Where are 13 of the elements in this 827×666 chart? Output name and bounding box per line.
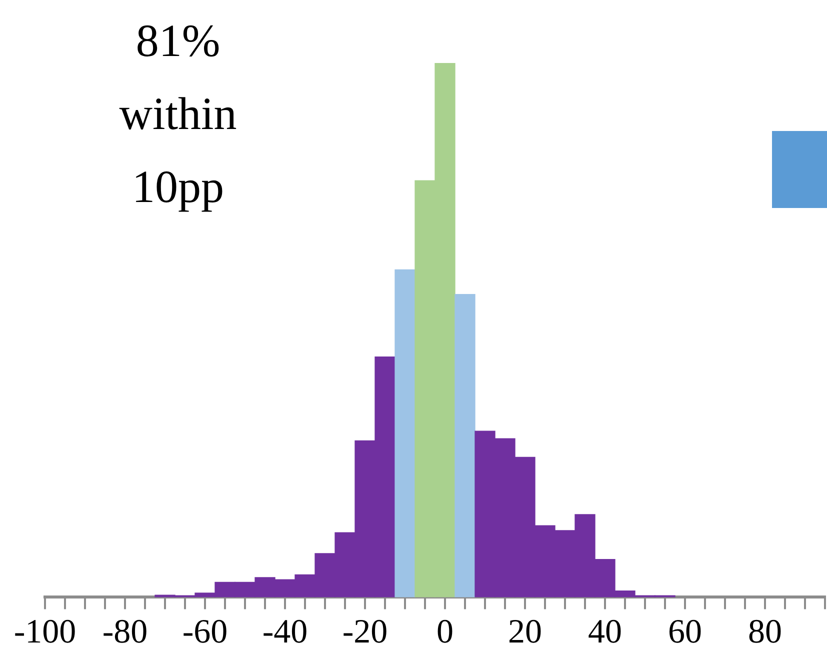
x-tick-label: 0	[436, 614, 454, 651]
x-tick-label: 40	[588, 614, 622, 651]
x-tick-label: 80	[748, 614, 782, 651]
annotation: 81% within 10pp	[119, 15, 237, 212]
x-tick-label: -40	[262, 614, 308, 651]
x-tick-label: 20	[508, 614, 542, 651]
x-tick-label: -20	[342, 614, 388, 651]
x-tick-label: -80	[102, 614, 148, 651]
bar	[454, 294, 476, 598]
bar	[394, 269, 416, 598]
x-tick-label: -100	[14, 614, 76, 651]
x-tick-label: 60	[668, 614, 702, 651]
x-tick-label: -60	[182, 614, 228, 651]
